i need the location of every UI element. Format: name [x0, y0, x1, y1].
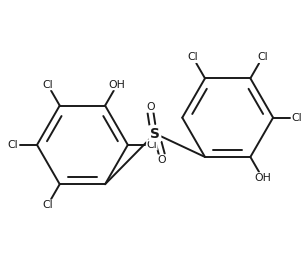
Text: Cl: Cl	[257, 52, 268, 62]
Text: S: S	[150, 126, 160, 141]
Text: O: O	[158, 155, 166, 165]
Text: OH: OH	[109, 80, 126, 90]
Text: Cl: Cl	[188, 52, 198, 62]
Text: O: O	[146, 102, 155, 112]
Text: Cl: Cl	[8, 140, 18, 150]
Text: Cl: Cl	[42, 200, 53, 210]
Text: OH: OH	[254, 173, 271, 183]
Text: Cl: Cl	[292, 113, 302, 123]
Text: Cl: Cl	[146, 140, 157, 150]
Text: Cl: Cl	[42, 80, 53, 90]
